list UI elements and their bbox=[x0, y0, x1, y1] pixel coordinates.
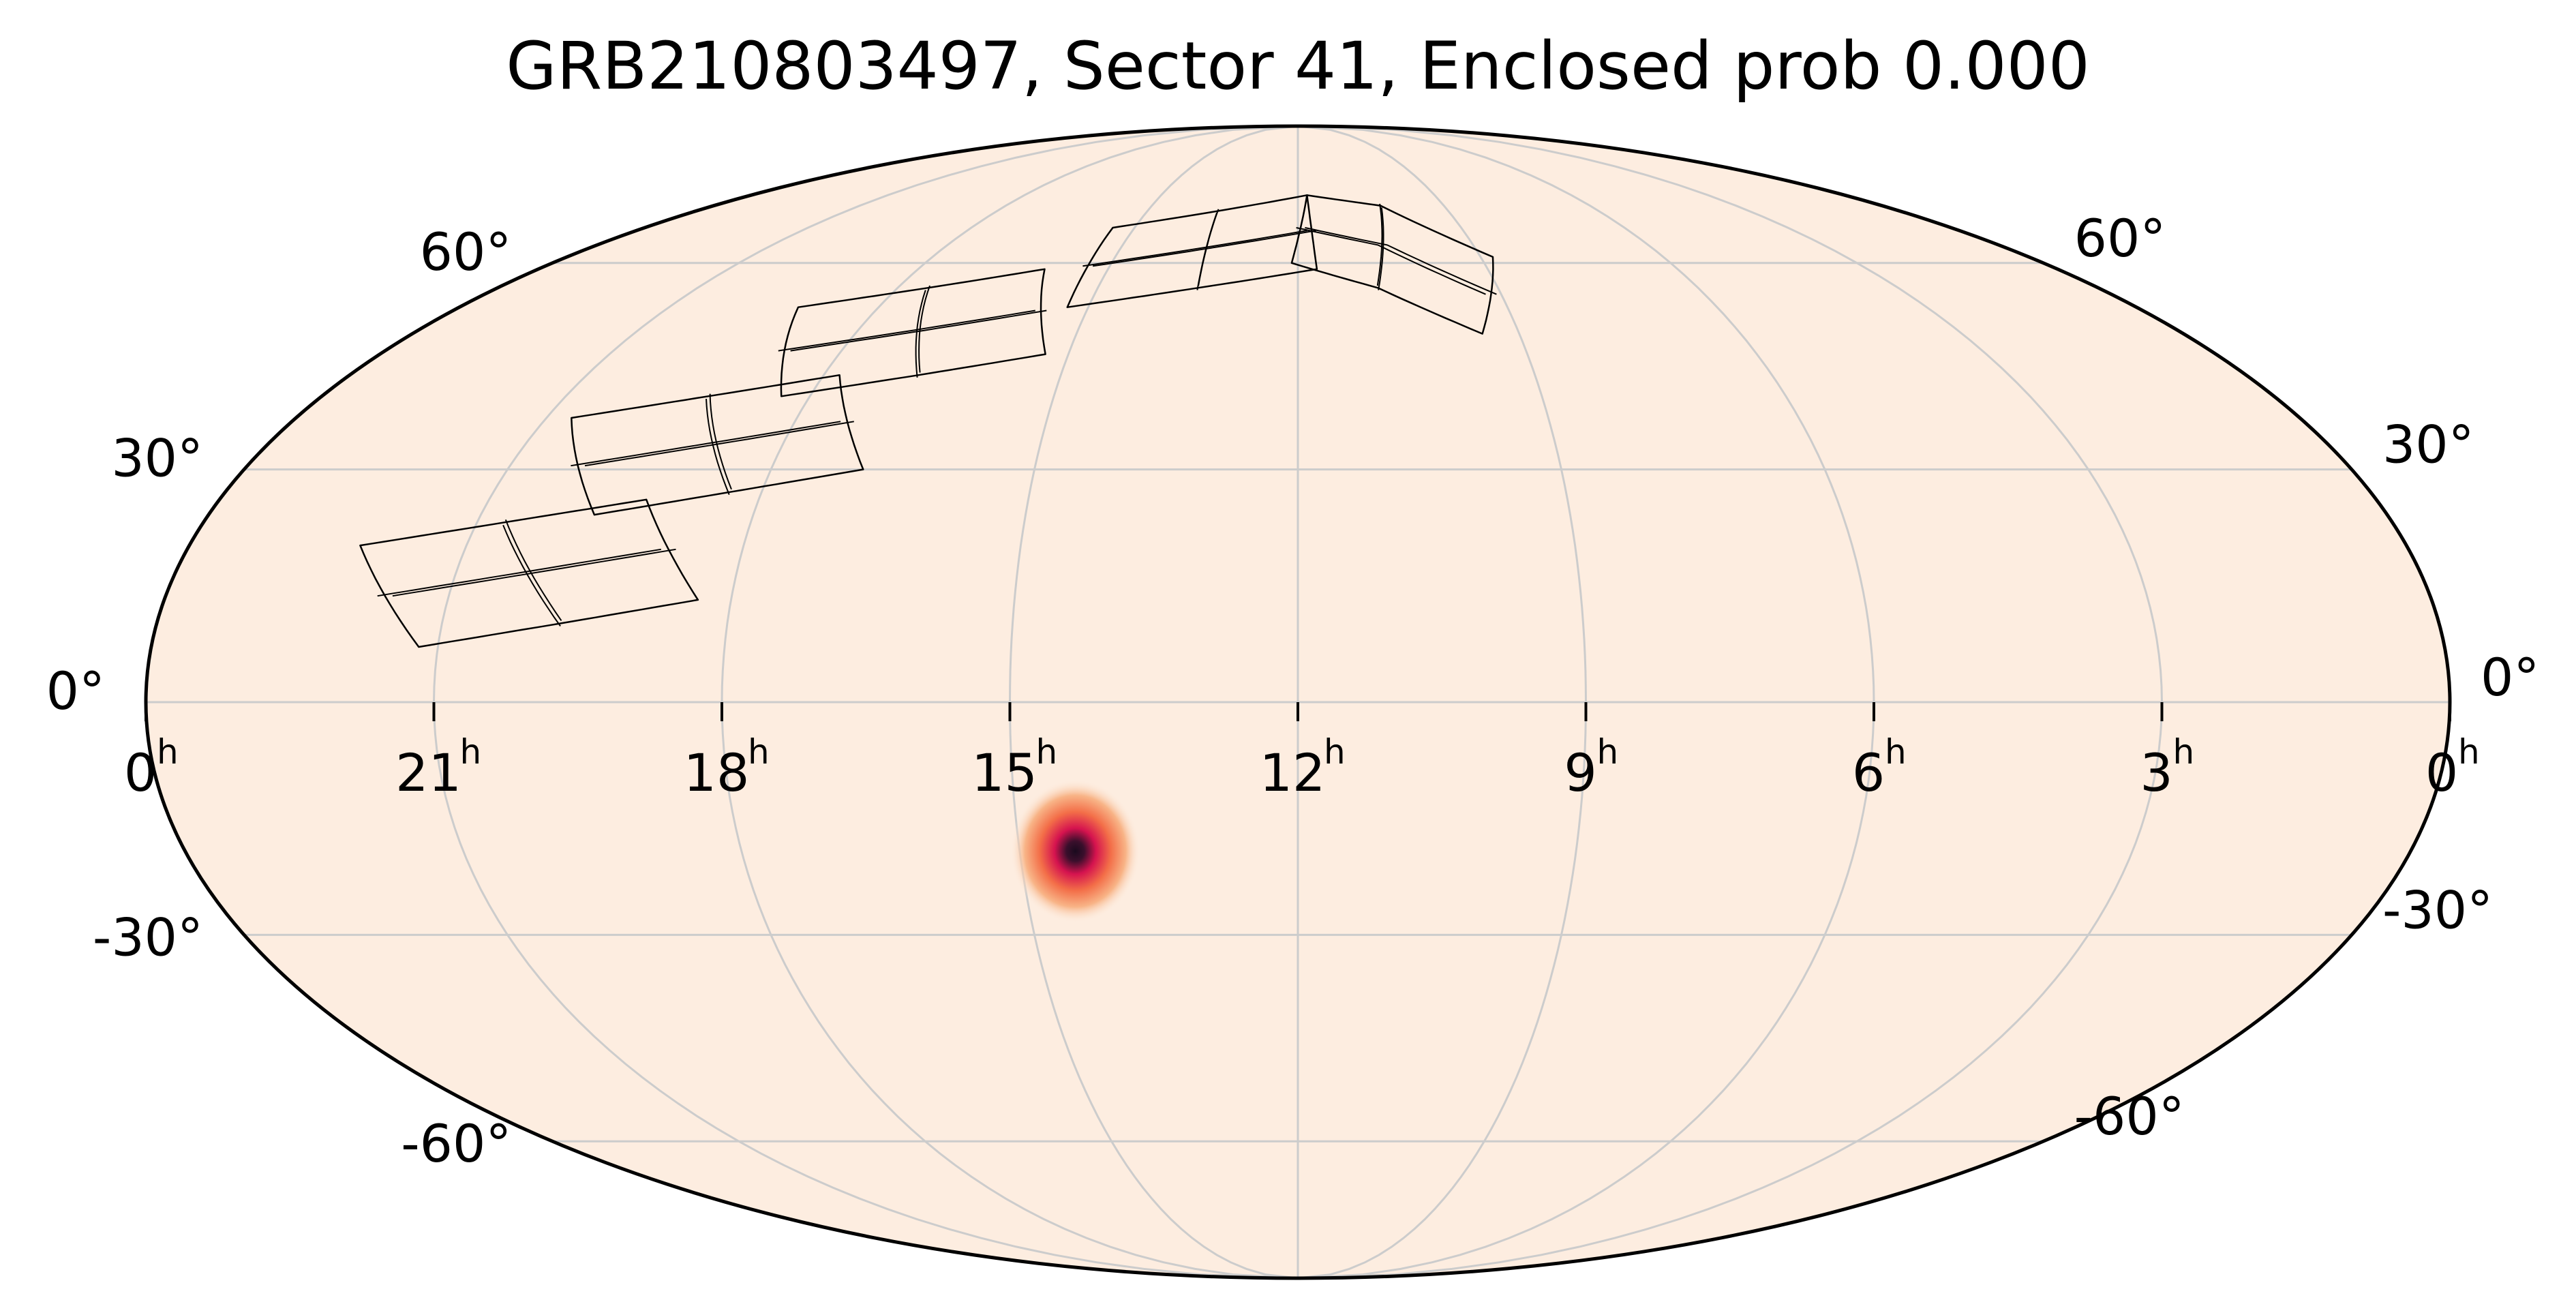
dec-tick-label-left: 60° bbox=[420, 222, 512, 282]
camera-footprint bbox=[780, 268, 1046, 397]
camera-footprint bbox=[571, 374, 864, 516]
ccd-divider bbox=[709, 393, 732, 490]
ra-tick-unit: h bbox=[157, 732, 179, 772]
ra-tick-label: 18 bbox=[684, 742, 750, 803]
ccd-divider bbox=[706, 398, 730, 495]
ra-tick-unit: h bbox=[2458, 732, 2480, 772]
ccd-divider bbox=[778, 309, 1035, 352]
ra-tick-label: 9 bbox=[1564, 742, 1596, 803]
probability-heatmap bbox=[1010, 779, 1140, 923]
ra-tick-unit: h bbox=[1324, 732, 1346, 772]
camera-footprint bbox=[359, 498, 699, 648]
dec-tick-label-left: -30° bbox=[93, 907, 203, 967]
dec-tick-label-right: 0° bbox=[2481, 647, 2539, 708]
ccd-divider bbox=[377, 548, 661, 597]
ra-tick-unit: h bbox=[1885, 732, 1907, 772]
dec-tick-label-right: 60° bbox=[2074, 208, 2166, 269]
ccd-divider bbox=[1296, 227, 1486, 295]
ccd-divider bbox=[790, 309, 1047, 352]
chart-title: GRB210803497, Sector 41, Enclosed prob 0… bbox=[506, 28, 2090, 104]
ccd-divider bbox=[1082, 230, 1307, 267]
dec-tick-label-left: 0° bbox=[46, 661, 105, 721]
dec-tick-label-right: -30° bbox=[2382, 879, 2493, 940]
ra-tick-label: 6 bbox=[1852, 742, 1885, 803]
ra-tick-unit: h bbox=[1597, 732, 1619, 772]
ra-tick-label: 0 bbox=[124, 742, 157, 803]
ccd-divider bbox=[571, 421, 841, 467]
ccd-divider bbox=[1376, 203, 1383, 286]
ccd-divider bbox=[502, 524, 561, 626]
ra-tick-label: 12 bbox=[1260, 742, 1326, 803]
ra-tick-unit: h bbox=[1036, 732, 1058, 772]
ccd-divider bbox=[915, 290, 926, 378]
ra-tick-label: 21 bbox=[395, 742, 461, 803]
dec-tick-label-right: 30° bbox=[2382, 414, 2474, 475]
axis-ticks: 0 h 21h 18h 15h 12h 9 h 6 h 3 h 0 h60°30°0°-30°-60°60… bbox=[46, 208, 2540, 1174]
ra-tick-label: 0 bbox=[2425, 742, 2458, 803]
ccd-divider bbox=[504, 519, 562, 621]
dec-tick-label-right: -60° bbox=[2074, 1086, 2185, 1147]
probability-peak bbox=[1010, 779, 1140, 923]
ccd-divider bbox=[392, 548, 676, 597]
dec-tick-label-left: 30° bbox=[111, 428, 203, 489]
ccd-divider bbox=[584, 421, 854, 467]
ra-tick-unit: h bbox=[460, 732, 482, 772]
ccd-divider bbox=[1378, 207, 1384, 290]
ccd-divider bbox=[1305, 227, 1497, 295]
ra-tick-label: 3 bbox=[2140, 742, 2172, 803]
sector-footprints bbox=[359, 194, 1497, 648]
ccd-divider bbox=[918, 285, 930, 373]
dec-tick-label-left: -60° bbox=[401, 1113, 511, 1174]
ccd-divider bbox=[1092, 230, 1316, 267]
ra-tick-label: 15 bbox=[971, 742, 1037, 803]
ra-tick-unit: h bbox=[2173, 732, 2195, 772]
ccd-divider bbox=[1198, 209, 1219, 286]
ra-tick-unit: h bbox=[748, 732, 770, 772]
